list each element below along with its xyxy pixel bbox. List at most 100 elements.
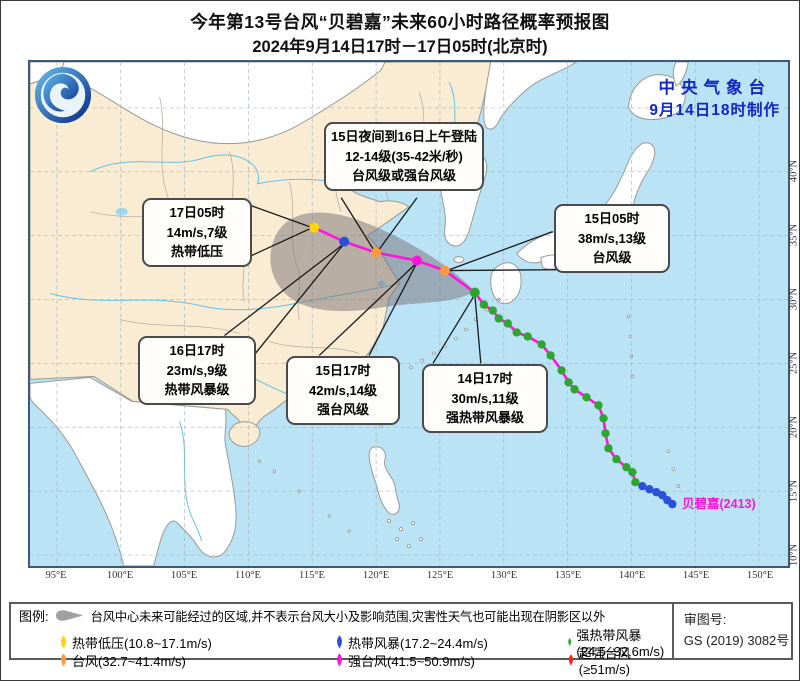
- lat-label: 20°N: [788, 415, 800, 439]
- cone-icon: [55, 610, 83, 621]
- callout-leader-line: [368, 262, 418, 356]
- lon-label: 135°E: [554, 570, 582, 581]
- forecast-point: [439, 265, 450, 276]
- probability-cone: [270, 212, 475, 312]
- typhoon-marker-icon: [568, 638, 572, 646]
- callout-leader-line: [432, 294, 476, 364]
- track-point: [488, 306, 497, 315]
- lon-label: 145°E: [682, 570, 710, 581]
- legend-title: 图例:: [19, 609, 49, 624]
- typhoon-marker-icon: [337, 653, 342, 667]
- page-subtitle: 2024年9月14日17时－17日05时(北京时): [252, 38, 548, 56]
- lon-label: 95°E: [45, 570, 67, 581]
- callout-leader-line: [474, 294, 482, 364]
- forecast-map: 中央气象台 9月14日18时制作 15日夜间到16日上午登陆 12-14级(35…: [28, 60, 790, 568]
- track-point: [537, 340, 546, 349]
- track-point: [631, 477, 640, 487]
- map-license-box: 审图号: GS (2019) 3082号: [671, 604, 791, 658]
- callout-leader-line: [251, 205, 313, 229]
- lat-label: 15°N: [788, 479, 800, 503]
- callout-leader-line: [318, 262, 418, 356]
- callout-leader-line: [375, 197, 418, 255]
- legend-row-2: 台风(32.7~41.4m/s) 强台风(41.5~50.9m/s) 超强台风(…: [19, 643, 668, 677]
- track-point: [599, 414, 608, 423]
- legend-cone-row: 图例: 台风中心未来可能经过的区域,并不表示台风大小及影响范围,灾害性天气也可能…: [19, 606, 668, 625]
- callout-leader-line: [446, 231, 553, 272]
- track-point: [469, 287, 480, 298]
- track-point: [638, 481, 647, 491]
- legend-item-ts: 热带风暴(17.2~24.4m/s): [335, 633, 567, 652]
- lon-label: 120°E: [362, 570, 390, 581]
- issuer-name: 中央气象台: [658, 79, 771, 97]
- legend-item-super: 超强台风(≥51m/s): [567, 643, 668, 677]
- callout-leader-line: [340, 197, 377, 254]
- lat-label: 35°N: [788, 223, 800, 247]
- callout-15d17h: 15日17时 42m/s,14级 强台风级: [286, 356, 400, 425]
- mongolia-landmass: [59, 62, 386, 145]
- track-point: [652, 487, 661, 497]
- callout-leader-line: [446, 268, 569, 272]
- kyushu-landmass: [490, 262, 522, 305]
- legend-cone-note: 台风中心未来可能经过的区域,并不表示台风大小及影响范围,灾害性天气也可能出现在阴…: [90, 609, 606, 624]
- forecast-point: [309, 222, 320, 233]
- callout-17d05h: 17日05时 14m/s,7级 热带低压: [142, 198, 252, 267]
- legend: 图例: 台风中心未来可能经过的区域,并不表示台风大小及影响范围,灾害性天气也可能…: [9, 602, 793, 677]
- legend-item-sts: 强热带风暴(24.5~32.6m/s): [567, 625, 668, 659]
- track-point: [604, 444, 613, 453]
- lon-label: 150°E: [746, 570, 774, 581]
- track-point: [523, 332, 532, 341]
- lon-label: 115°E: [299, 570, 325, 581]
- russia-landmass: [483, 62, 578, 130]
- lon-label: 110°E: [235, 570, 261, 581]
- callout-16d17h: 16日17时 23m/s,9级 热带风暴级: [138, 336, 256, 405]
- lon-label: 140°E: [618, 570, 646, 581]
- issue-time: 9月14日18时制作: [649, 102, 780, 119]
- small-islands: [257, 297, 681, 548]
- track-point: [622, 463, 631, 472]
- callout-leader-line: [254, 243, 345, 354]
- legend-main: 图例: 台风中心未来可能经过的区域,并不表示台风大小及影响范围,灾害性天气也可能…: [11, 604, 672, 677]
- storm-name-label: 贝碧嘉(2413): [682, 497, 756, 511]
- track-point: [564, 378, 573, 387]
- track-point: [546, 351, 555, 360]
- license-label: 审图号:: [683, 612, 727, 627]
- page-title: 今年第13号台风“贝碧嘉”未来60小时路径概率预报图: [190, 12, 610, 32]
- luzon-landmass: [368, 446, 400, 515]
- callout-landfall: 15日夜间到16日上午登陆 12-14级(35-42米/秒) 台风级或强台风级: [324, 122, 484, 191]
- jeju-island: [453, 256, 465, 264]
- hainan-island: [228, 421, 261, 447]
- longitude-axis: 95°E 100°E 105°E 110°E 115°E 120°E 125°E 130°E 1…: [1, 570, 799, 586]
- issuer-credit: 中央气象台 9月14日18时制作: [649, 74, 780, 120]
- track-point: [582, 393, 591, 402]
- track-point: [512, 328, 521, 337]
- forecast-overlay: [224, 197, 677, 509]
- license-number: GS (2019) 3082号: [683, 632, 790, 648]
- lon-label: 100°E: [106, 570, 134, 581]
- typhoon-marker-icon: [337, 635, 342, 649]
- lon-label: 130°E: [490, 570, 518, 581]
- legend-row-1: 热带低压(10.8~17.1m/s) 热带风暴(17.2~24.4m/s) 强热…: [19, 625, 668, 659]
- lat-label: 25°N: [788, 351, 800, 375]
- legend-item-ty: 台风(32.7~41.4m/s): [59, 651, 335, 670]
- typhoon-marker-icon: [61, 653, 66, 667]
- typhoon-marker-icon: [568, 654, 573, 666]
- forecast-point: [411, 255, 422, 266]
- sakhalin-landmass: [672, 62, 689, 87]
- track-point: [570, 385, 579, 394]
- lon-label: 105°E: [170, 570, 198, 581]
- track-point: [494, 314, 503, 323]
- typhoon-marker-icon: [61, 635, 66, 649]
- callout-leader-line: [224, 243, 345, 336]
- forecast-point: [339, 236, 350, 247]
- callout-14d17h: 14日17时 30m/s,11级 强热带风暴级: [422, 364, 548, 433]
- track-point: [503, 319, 512, 328]
- track-point: [601, 429, 610, 438]
- lon-label: 125°E: [426, 570, 454, 581]
- callout-15d05h: 15日05时 38m/s,13级 台风级: [554, 204, 670, 273]
- track-point: [594, 401, 603, 410]
- callout-leader-line: [251, 227, 313, 257]
- track-point: [645, 484, 654, 494]
- track-point: [612, 455, 621, 464]
- lat-label: 40°N: [788, 159, 800, 183]
